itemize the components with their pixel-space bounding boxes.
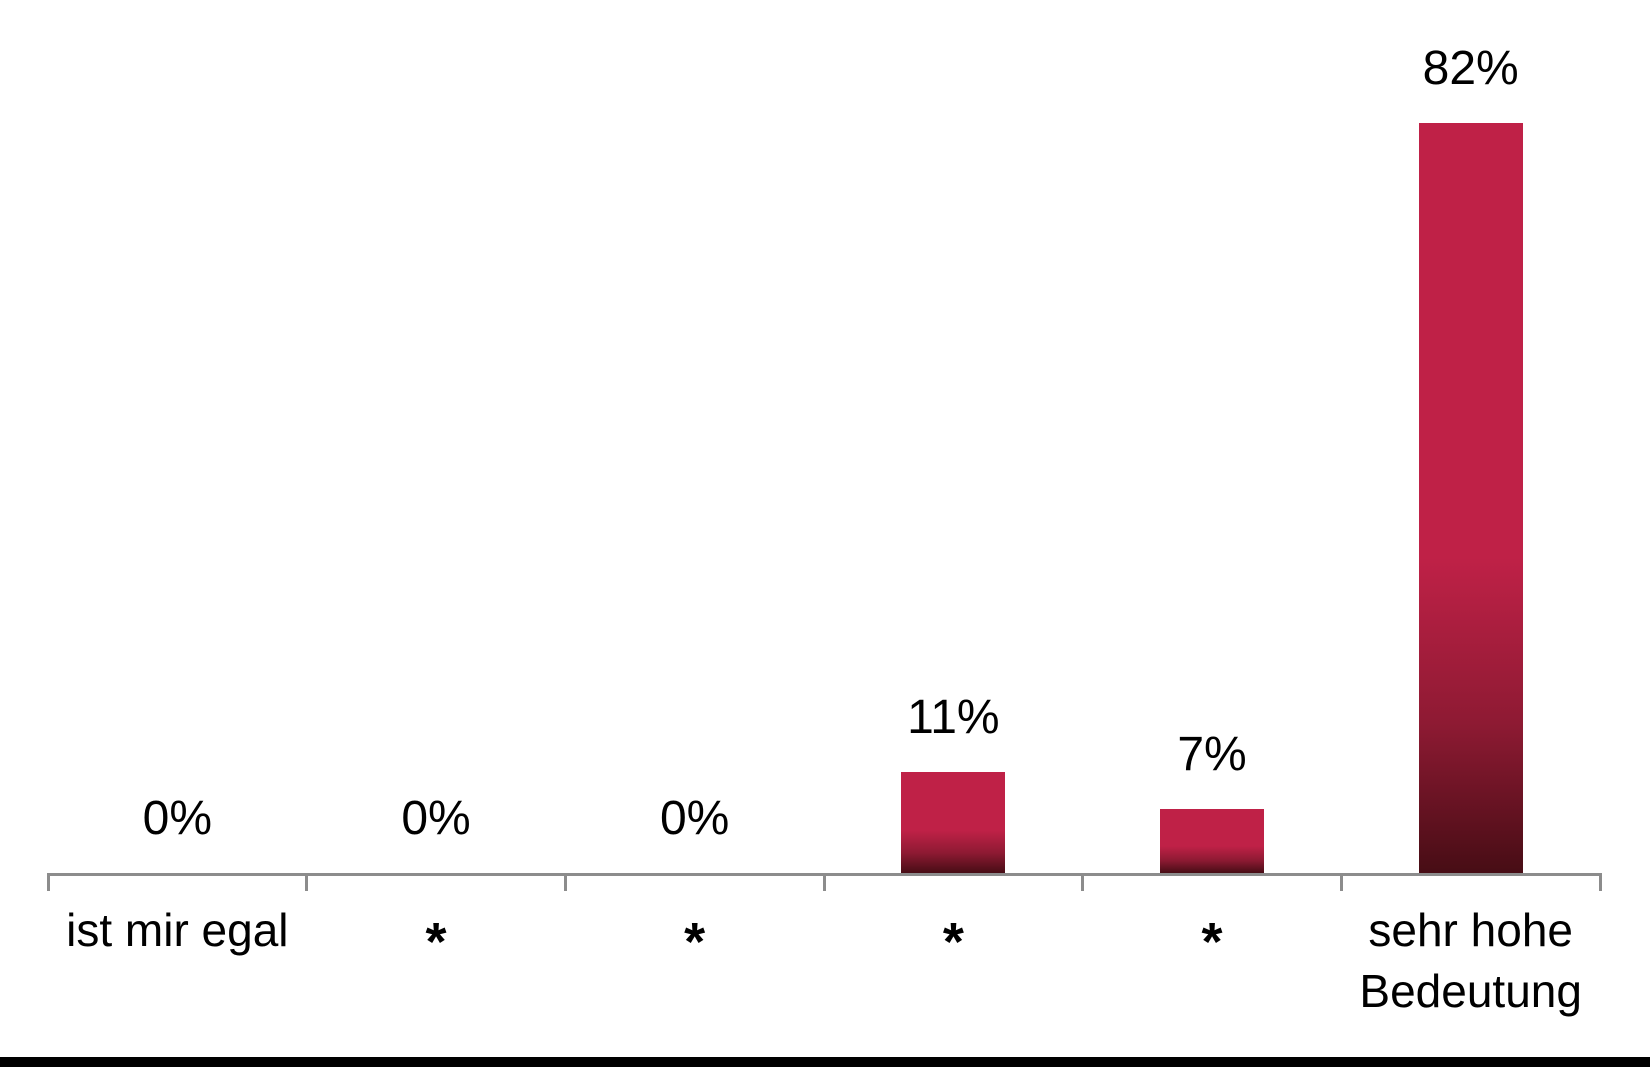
category-label: *	[684, 912, 706, 972]
axis-tick	[563, 873, 567, 891]
category-labels-row: ist mir egal * * * * sehr hohe Bedeutung	[48, 900, 1600, 1022]
axis-tick	[1598, 873, 1602, 891]
bar-column: 11%	[824, 0, 1083, 873]
bar	[901, 772, 1006, 873]
axis-tick	[1339, 873, 1343, 891]
bar	[1160, 809, 1265, 873]
value-label: 82%	[1422, 42, 1519, 95]
axis-tick	[46, 873, 50, 891]
bar-column: 0%	[565, 0, 824, 873]
value-label: 11%	[907, 691, 1000, 745]
axis-tick	[1081, 873, 1085, 891]
value-label: 0%	[659, 792, 730, 845]
bar-column: 0%	[48, 0, 307, 873]
category-label: *	[425, 912, 447, 972]
category-label: sehr hohe Bedeutung	[1359, 904, 1582, 1017]
footer-black-strip	[0, 1057, 1650, 1067]
category-label: *	[1201, 912, 1223, 972]
category-label: *	[942, 912, 964, 972]
bar-column: 0%	[307, 0, 566, 873]
axis-tick	[305, 873, 309, 891]
bar-column: 7%	[1083, 0, 1342, 873]
value-label: 0%	[401, 792, 471, 845]
plot-area: 0% 0% 0% 11% 7% 82%	[48, 0, 1600, 873]
value-label: 0%	[142, 792, 213, 845]
bar-column: 82%	[1341, 0, 1600, 873]
value-label: 7%	[1177, 728, 1247, 781]
category-label: ist mir egal	[66, 904, 289, 956]
axis-tick	[822, 873, 826, 891]
bar	[1418, 123, 1523, 873]
